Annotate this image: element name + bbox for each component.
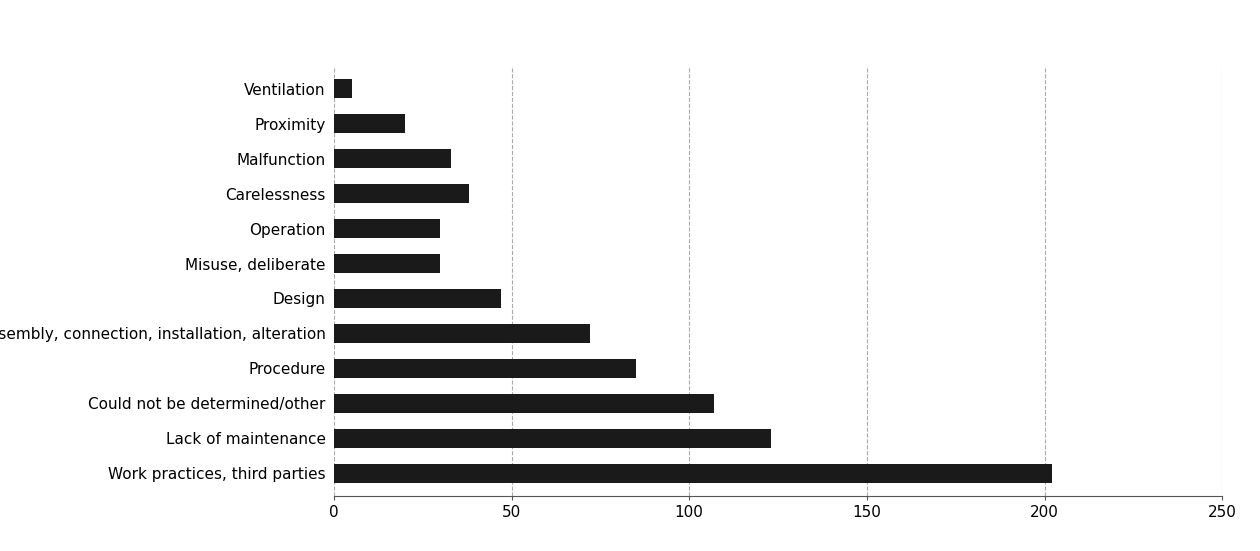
Bar [334,463,1052,483]
Bar [334,359,636,378]
Bar [334,184,469,203]
Bar [334,114,404,133]
Bar [334,324,590,343]
Bar [334,429,771,448]
Bar [334,394,714,413]
Bar [334,254,441,273]
Bar [334,149,451,168]
Bar [334,289,501,308]
Bar [334,79,352,99]
Bar [334,219,441,238]
